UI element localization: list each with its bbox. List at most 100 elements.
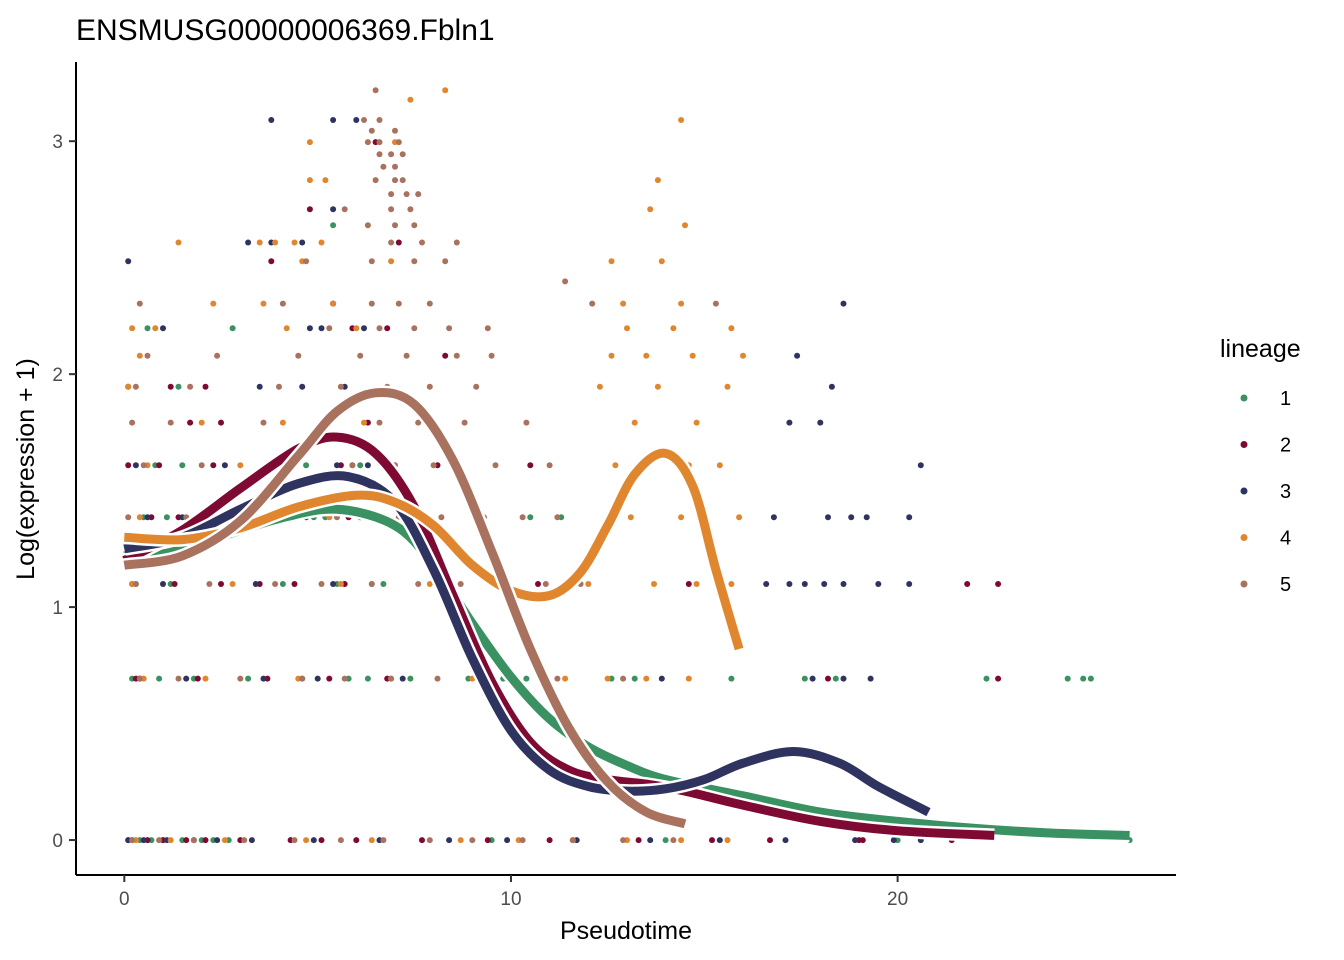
data-point-lineage-5 <box>368 581 375 587</box>
y-axis-ticks: 0 1 2 3 <box>52 132 76 852</box>
smooth-curves-layer <box>121 385 1130 843</box>
data-point-lineage-5 <box>407 206 414 213</box>
legend-entries: 1 2 3 4 5 <box>1240 388 1291 596</box>
data-point-lineage-3 <box>863 514 870 521</box>
data-point-lineage-2 <box>767 837 773 844</box>
data-point-lineage-4 <box>724 383 731 390</box>
data-point-lineage-2 <box>995 581 1002 587</box>
data-point-lineage-3 <box>716 837 723 844</box>
data-point-lineage-4 <box>136 352 143 359</box>
data-point-lineage-5 <box>453 352 460 359</box>
data-point-lineage-5 <box>388 675 395 682</box>
data-point-lineage-5 <box>326 325 333 332</box>
data-point-lineage-5 <box>712 300 719 307</box>
data-point-lineage-5 <box>364 222 371 229</box>
legend-label-lineage-2: 2 <box>1280 435 1291 457</box>
data-point-lineage-4 <box>678 837 685 844</box>
data-point-lineage-4 <box>322 177 329 184</box>
data-point-lineage-3 <box>840 675 847 682</box>
data-point-lineage-1 <box>1087 675 1094 682</box>
data-point-lineage-4 <box>361 419 367 426</box>
data-point-lineage-5 <box>403 191 410 198</box>
data-point-lineage-5 <box>337 837 344 844</box>
data-point-lineage-1 <box>357 462 364 469</box>
data-point-lineage-1 <box>175 383 182 390</box>
data-point-lineage-5 <box>554 514 561 521</box>
data-point-lineage-5 <box>446 325 453 332</box>
data-point-lineage-4 <box>337 581 344 587</box>
data-point-lineage-5 <box>392 222 398 229</box>
data-point-lineage-4 <box>125 383 132 390</box>
data-point-lineage-5 <box>403 352 410 359</box>
data-point-lineage-5 <box>380 163 387 170</box>
data-point-lineage-3 <box>330 206 337 213</box>
data-point-lineage-1 <box>163 514 170 521</box>
data-point-lineage-4 <box>596 383 603 390</box>
data-point-lineage-2 <box>995 675 1002 682</box>
data-point-lineage-5 <box>187 383 194 390</box>
data-point-lineage-4 <box>129 325 136 332</box>
data-point-lineage-3 <box>786 419 793 426</box>
legend-label-lineage-5: 5 <box>1280 574 1291 596</box>
data-point-lineage-4 <box>229 581 236 587</box>
data-point-lineage-1 <box>407 675 414 682</box>
data-point-lineage-5 <box>167 419 174 426</box>
data-point-lineage-1 <box>801 675 808 682</box>
data-point-lineage-5 <box>388 191 395 198</box>
legend-label-lineage-3: 3 <box>1280 481 1291 503</box>
data-point-lineage-4 <box>724 837 731 844</box>
data-point-lineage-3 <box>770 514 777 521</box>
data-point-lineage-3 <box>330 117 337 123</box>
data-point-lineage-4 <box>685 675 692 682</box>
data-point-lineage-5 <box>399 151 406 158</box>
data-point-lineage-3 <box>763 581 770 587</box>
data-point-lineage-3 <box>330 581 337 587</box>
data-point-lineage-4 <box>728 581 735 587</box>
data-point-lineage-3 <box>183 675 190 682</box>
data-point-lineage-2 <box>218 581 224 587</box>
data-point-lineage-5 <box>276 383 282 390</box>
data-point-lineage-4 <box>693 419 700 426</box>
data-point-lineage-4 <box>330 300 337 307</box>
data-point-lineage-3 <box>825 514 831 521</box>
data-point-lineage-5 <box>272 581 279 587</box>
data-point-lineage-3 <box>917 462 924 469</box>
data-point-lineage-2 <box>546 837 553 844</box>
data-point-lineage-3 <box>306 325 313 332</box>
data-point-lineage-4 <box>388 258 395 265</box>
data-point-lineage-5 <box>132 383 139 390</box>
data-point-lineage-5 <box>484 325 491 332</box>
legend-key-lineage-5 <box>1240 580 1248 588</box>
data-point-lineage-5 <box>492 462 499 469</box>
data-point-lineage-5 <box>388 206 395 213</box>
data-point-lineage-1 <box>523 675 530 682</box>
y-tick-label: 0 <box>52 831 63 852</box>
data-point-lineage-5 <box>620 675 627 682</box>
data-point-lineage-3 <box>782 837 789 844</box>
data-point-lineage-4 <box>136 514 143 521</box>
data-point-lineage-5 <box>372 87 379 94</box>
data-point-lineage-5 <box>295 352 302 359</box>
data-point-lineage-5 <box>473 383 480 390</box>
data-point-lineage-1 <box>279 581 286 587</box>
data-point-lineage-4 <box>198 419 205 426</box>
data-point-lineage-5 <box>136 300 143 307</box>
data-point-lineage-4 <box>608 258 615 265</box>
data-point-lineage-4 <box>654 383 661 390</box>
data-point-lineage-4 <box>585 581 592 587</box>
data-point-lineage-2 <box>291 581 298 587</box>
data-point-lineage-1 <box>303 462 310 469</box>
data-point-lineage-5 <box>357 352 364 359</box>
legend-title: lineage <box>1220 335 1301 363</box>
data-point-lineage-2 <box>685 581 692 587</box>
data-point-lineage-1 <box>229 325 236 332</box>
data-point-lineage-5 <box>554 675 561 682</box>
data-point-lineage-2 <box>183 837 190 844</box>
data-point-lineage-5 <box>469 837 476 844</box>
data-point-lineage-4 <box>740 352 746 359</box>
data-point-lineage-2 <box>419 837 425 844</box>
data-point-lineage-3 <box>125 258 132 265</box>
data-point-lineage-4 <box>678 514 685 521</box>
data-point-lineage-5 <box>376 325 383 332</box>
data-point-lineage-2 <box>353 837 360 844</box>
